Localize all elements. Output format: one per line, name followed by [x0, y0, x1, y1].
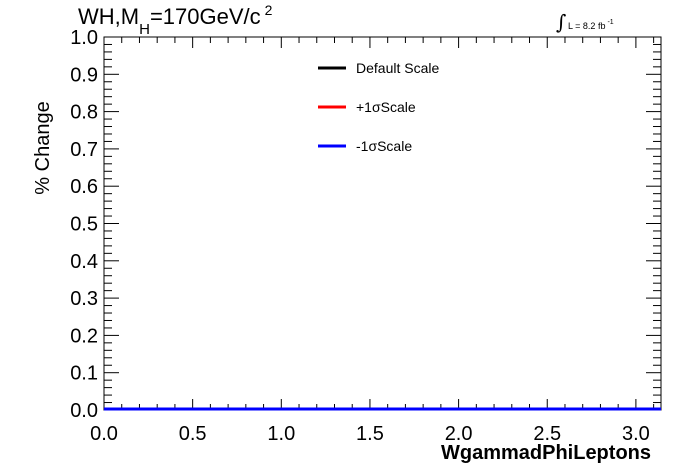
x-axis-label: WgammadPhiLeptons: [441, 442, 651, 464]
luminosity-text: L = 8.2 fb -1: [568, 19, 614, 31]
x-tick-label: 2.5: [533, 423, 561, 445]
y-tick-label: 0.0: [70, 400, 98, 422]
x-tick-label: 0.0: [90, 423, 118, 445]
title-subscript: H: [139, 21, 150, 38]
plot-frame: [103, 36, 662, 411]
x-tick-label: 2.0: [445, 423, 473, 445]
y-tick-label: 0.6: [70, 176, 98, 198]
chart-title: WH,MH=170GeV/c 2: [78, 2, 273, 38]
y-axis-label: % Change: [32, 101, 54, 194]
legend: Default Scale +1σScale -1σScale: [318, 60, 439, 154]
title-superscript: 2: [264, 2, 273, 18]
y-tick-label: 0.1: [70, 363, 98, 385]
y-axis-ticks: 0.0 0.1 0.2 0.3 0.4 0.5 0.6 0.7 0.8 0.9 1.0: [70, 27, 661, 422]
y-tick-label: 0.2: [70, 325, 98, 347]
y-tick-label: 1.0: [70, 27, 98, 49]
legend-label-2: -1σScale: [356, 138, 412, 154]
x-tick-label: 3.0: [622, 423, 650, 445]
y-tick-label: 0.5: [70, 214, 98, 236]
y-tick-label: 0.3: [70, 288, 98, 310]
x-axis-ticks: 0.0 0.5 1.0 1.5 2.0 2.5 3.0: [90, 37, 655, 445]
luminosity-value: L = 8.2 fb: [568, 21, 606, 31]
y-tick-label: 0.7: [70, 139, 98, 161]
y-tick-label: 0.4: [70, 251, 98, 273]
legend-label-0: Default Scale: [356, 60, 439, 76]
x-tick-label: 0.5: [179, 423, 207, 445]
legend-label-1: +1σScale: [356, 99, 416, 115]
y-tick-label: 0.8: [70, 102, 98, 124]
luminosity-unit-exponent: -1: [607, 19, 614, 26]
title-rest: =170GeV/c: [149, 4, 261, 29]
y-tick-label: 0.9: [70, 64, 98, 86]
x-tick-label: 1.5: [356, 423, 384, 445]
title-main: WH,M: [78, 4, 140, 29]
x-tick-label: 1.0: [267, 423, 295, 445]
integral-symbol: ∫: [556, 10, 567, 34]
